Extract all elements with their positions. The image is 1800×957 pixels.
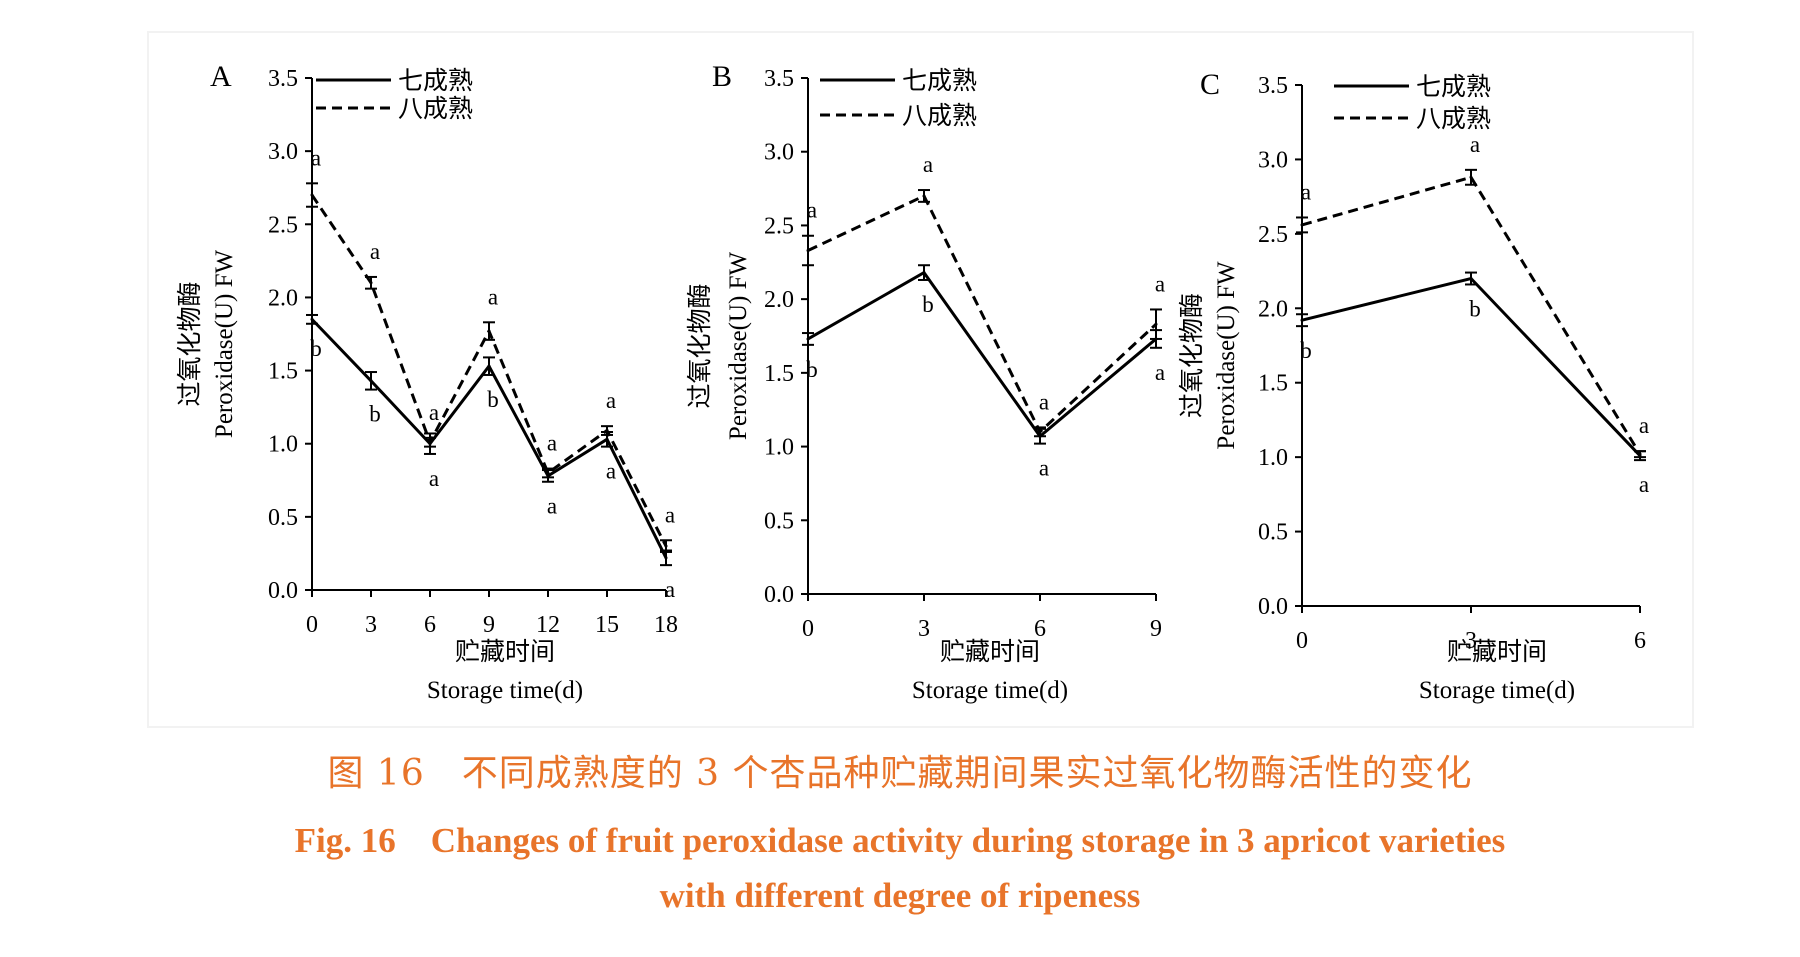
y-tick-label: 2.5	[764, 213, 794, 239]
y-axis-label-chinese: 过氧化物酶	[686, 283, 714, 408]
y-tick-label: 1.0	[268, 432, 298, 458]
y-tick-label: 3.0	[268, 139, 298, 165]
y-tick-label: 2.0	[1258, 296, 1288, 322]
significance-letter: a	[807, 198, 817, 223]
y-tick-label: 2.5	[1258, 222, 1288, 248]
y-tick-label: 0.0	[1258, 594, 1288, 620]
significance-letter: a	[1155, 360, 1165, 385]
significance-letter: a	[1301, 179, 1311, 204]
x-tick-label: 3	[365, 612, 377, 638]
series-line-1	[807, 270, 1157, 439]
significance-letter: b	[1300, 338, 1312, 363]
y-axis-label-chinese: 过氧化物酶	[1178, 293, 1206, 418]
significance-letter: a	[370, 239, 380, 264]
panel-c: C 0.0 0.5 1.0 1.5 2.0 2.5 3.0 3.5 0 3 6 过氧化物酶 Peroxid…	[1178, 68, 1649, 704]
significance-letter: a	[1039, 456, 1049, 481]
significance-letter: a	[665, 577, 675, 602]
significance-letter: b	[922, 292, 934, 317]
significance-letter: b	[369, 402, 381, 427]
x-tick-label: 0	[1296, 628, 1308, 654]
x-axis-label-english: Storage time(d)	[1419, 677, 1575, 704]
x-tick-label: 0	[802, 616, 814, 642]
significance-letter: b	[806, 357, 818, 382]
legend-label-1: 七成熟	[1416, 72, 1491, 101]
legend-label-2: 八成熟	[902, 101, 977, 130]
significance-letter: a	[547, 494, 557, 519]
significance-letter: a	[488, 284, 498, 309]
panel-label: C	[1200, 68, 1220, 101]
significance-letter: a	[429, 466, 439, 491]
y-tick-label: 0.0	[764, 582, 794, 608]
y-tick-label: 0.5	[764, 508, 794, 534]
x-tick-label: 3	[918, 616, 930, 642]
series-line-2	[1301, 175, 1642, 455]
y-tick-label: 1.0	[1258, 445, 1288, 471]
significance-letter: b	[487, 387, 499, 412]
significance-letter: a	[1639, 413, 1649, 438]
x-axis-label-chinese: 贮藏时间	[455, 638, 555, 666]
significance-letter: a	[1155, 271, 1165, 296]
significance-letter: a	[1470, 132, 1480, 157]
x-tick-label: 0	[306, 612, 318, 638]
y-tick-label: 3.5	[268, 66, 298, 92]
y-tick-label: 0.5	[268, 505, 298, 531]
y-tick-label: 3.5	[1258, 73, 1288, 99]
x-tick-label: 9	[1150, 616, 1162, 642]
panel-label: B	[712, 60, 732, 93]
y-tick-label: 2.0	[268, 285, 298, 311]
x-tick-label: 6	[1034, 616, 1046, 642]
y-tick-label: 1.5	[764, 361, 794, 387]
y-tick-label: 0.0	[268, 578, 298, 604]
panel-label: A	[210, 60, 232, 93]
y-tick-label: 0.5	[1258, 520, 1288, 546]
significance-letter: b	[1469, 296, 1481, 321]
figure-caption-chinese: 图 16 不同成熟度的 3 个杏品种贮藏期间果实过氧化物酶活性的变化	[327, 753, 1473, 794]
x-axis-label-english: Storage time(d)	[912, 677, 1068, 704]
significance-letter: a	[606, 459, 616, 484]
figure-caption-english-line2: with different degree of ripeness	[659, 876, 1141, 915]
y-axis-label-english: Peroxidase(U) FW	[1213, 261, 1240, 450]
x-tick-label: 6	[1634, 628, 1646, 654]
legend-label-1: 七成熟	[902, 66, 977, 95]
significance-letter: a	[311, 145, 321, 170]
y-tick-label: 2.0	[764, 287, 794, 313]
x-tick-label: 9	[483, 612, 495, 638]
significance-letter: a	[1039, 389, 1049, 414]
y-tick-label: 1.5	[268, 359, 298, 385]
significance-letter: a	[606, 388, 616, 413]
figure-caption-english-line1: Fig. 16 Changes of fruit peroxidase acti…	[294, 821, 1506, 860]
y-tick-label: 2.5	[268, 212, 298, 238]
legend-label-2: 八成熟	[398, 94, 473, 123]
significance-letter: b	[310, 336, 322, 361]
y-axis-label-chinese: 过氧化物酶	[176, 281, 204, 406]
significance-letter: a	[1639, 472, 1649, 497]
x-tick-label: 3	[1465, 628, 1477, 654]
significance-letter: a	[429, 400, 439, 425]
x-axis-label-chinese: 贮藏时间	[1447, 638, 1547, 666]
x-tick-label: 15	[595, 612, 619, 638]
x-tick-label: 12	[536, 612, 560, 638]
panel-b: B 0.0 0.5 1.0 1.5 2.0 2.5 3.0 3.5 0 3 6 9 过氧化物酶 Peroxi…	[686, 60, 1165, 704]
x-tick-label: 6	[424, 612, 436, 638]
y-axis-label-english: Peroxidase(U) FW	[725, 252, 752, 441]
significance-letter: a	[547, 431, 557, 456]
significance-letter: a	[665, 502, 675, 527]
y-tick-label: 3.5	[764, 66, 794, 92]
panel-a: A 0.0 0.5 1.0 1.5 2.0 2.5 3.0 3.5 0 3 6 9 12 15 18 过氧化物酶…	[176, 60, 678, 704]
significance-letter: a	[923, 152, 933, 177]
legend-label-1: 七成熟	[398, 66, 473, 95]
y-axis-label-english: Peroxidase(U) FW	[211, 250, 238, 439]
legend-label-2: 八成熟	[1416, 104, 1491, 133]
y-tick-label: 1.0	[764, 435, 794, 461]
x-axis-label-english: Storage time(d)	[427, 677, 583, 704]
y-tick-label: 1.5	[1258, 371, 1288, 397]
x-axis-label-chinese: 贮藏时间	[940, 638, 1040, 666]
series-line-2	[807, 193, 1158, 435]
y-tick-label: 3.0	[1258, 147, 1288, 173]
x-tick-label: 18	[654, 612, 678, 638]
y-tick-label: 3.0	[764, 140, 794, 166]
